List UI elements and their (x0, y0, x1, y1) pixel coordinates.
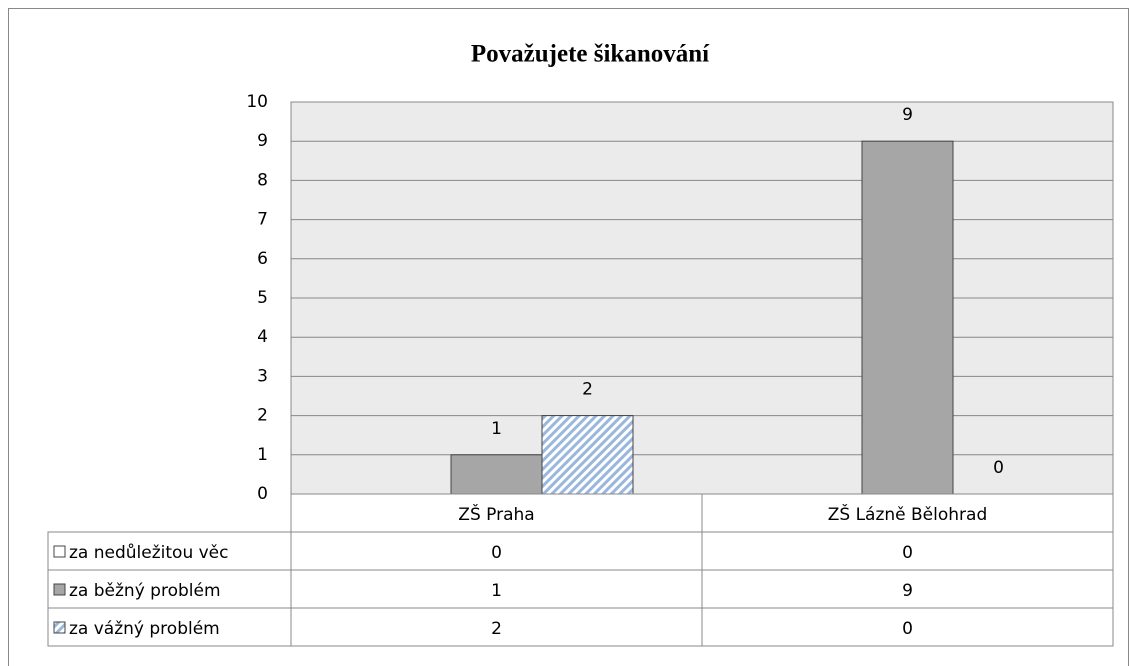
y-tick-label: 9 (257, 131, 268, 151)
data-label: 1 (491, 419, 502, 439)
table-value: 2 (491, 619, 502, 639)
legend-key (53, 583, 66, 596)
legend-key (53, 621, 66, 634)
chart-title: Považujete šikanování (471, 41, 710, 68)
y-tick-label: 4 (257, 327, 268, 347)
y-tick-label: 5 (257, 288, 268, 308)
table-value: 0 (902, 619, 913, 639)
y-tick-label: 7 (257, 210, 268, 230)
data-label: 9 (902, 105, 913, 125)
legend-label: za nedůležitou věc (69, 543, 228, 563)
bar (450, 454, 543, 495)
table-value: 0 (902, 543, 913, 563)
table-row (47, 607, 1114, 647)
y-tick-label: 8 (257, 170, 268, 190)
y-tick-label: 0 (257, 484, 268, 504)
y-tick-label: 1 (257, 445, 268, 465)
bar (541, 415, 634, 495)
x-tick-label: ZŠ Praha (458, 503, 534, 525)
legend-key (53, 545, 66, 558)
data-label: 0 (993, 458, 1004, 478)
legend-label: za vážný problém (69, 619, 220, 639)
y-tick-label: 6 (257, 249, 268, 269)
y-tick-label: 2 (257, 406, 268, 426)
data-label: 2 (582, 380, 593, 400)
y-tick-label: 3 (257, 366, 268, 386)
table-value: 1 (491, 581, 502, 601)
y-tick-label: 10 (246, 92, 268, 112)
table-value: 0 (491, 543, 502, 563)
bar (861, 140, 954, 495)
table-value: 9 (902, 581, 913, 601)
legend-label: za běžný problém (69, 581, 221, 601)
x-tick-label: ZŠ Lázně Bělohrad (828, 503, 988, 525)
